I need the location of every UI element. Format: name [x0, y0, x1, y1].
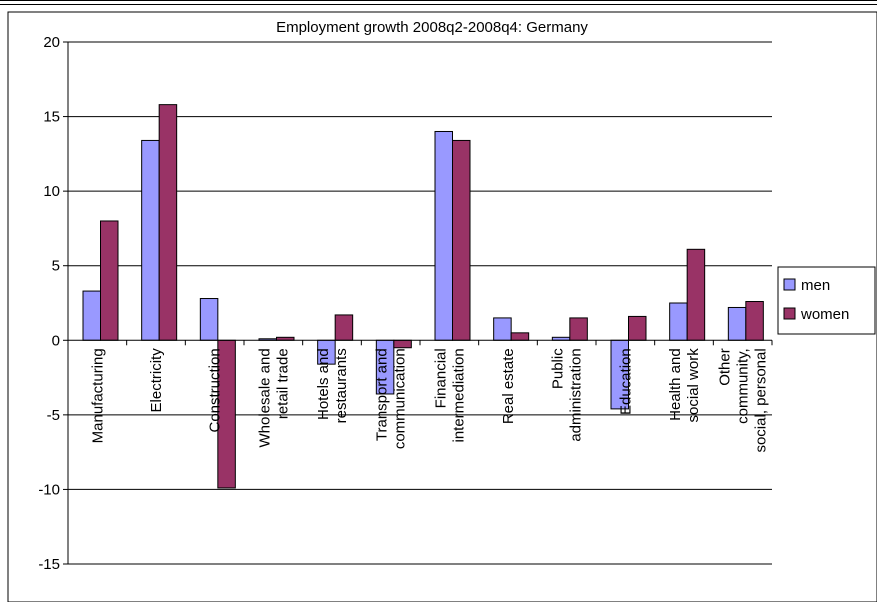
- y-tick-label: 15: [43, 109, 60, 126]
- legend: men women: [777, 266, 876, 335]
- x-tick-label: social work: [685, 348, 702, 423]
- bars: [82, 104, 764, 489]
- y-tick-labels: 20 15 10 5 0 -5 -10 -15: [38, 34, 60, 573]
- x-tick-label: Real estate: [500, 348, 517, 424]
- axes: [63, 41, 773, 565]
- bar-women: [745, 301, 764, 341]
- bar-men: [669, 302, 688, 341]
- y-tick-label: -5: [47, 407, 60, 424]
- legend-swatch-men: [783, 278, 796, 291]
- bar-women: [158, 104, 178, 341]
- bar-women: [334, 314, 354, 341]
- top-border-line: [0, 0, 877, 5]
- y-tick-label: 20: [43, 34, 60, 51]
- x-tick-label: Hotels and: [315, 348, 332, 420]
- legend-box: [777, 266, 876, 335]
- bar-men: [199, 298, 219, 341]
- bar-women: [686, 248, 706, 341]
- x-tick-label: Other: [717, 348, 734, 386]
- x-tick-label: Financial: [432, 348, 449, 408]
- x-tick-label: Transport and: [374, 348, 391, 441]
- gridlines: [68, 41, 772, 565]
- bar-women: [452, 139, 471, 341]
- x-tick-label: Health and: [667, 348, 684, 421]
- bar-men: [493, 317, 512, 341]
- x-tick-label: restaurants: [333, 348, 350, 423]
- x-tick-label: Public: [550, 348, 567, 389]
- legend-swatch-women: [783, 307, 796, 320]
- legend-label-men: men: [801, 277, 830, 294]
- x-tick-label: communication: [392, 348, 409, 449]
- chart-title: Employment growth 2008q2-2008q4: Germany: [276, 19, 588, 36]
- y-tick-label: -15: [38, 556, 60, 573]
- bar-men: [141, 139, 160, 341]
- x-tick-label: retail trade: [274, 348, 291, 419]
- x-tick-label: intermediation: [450, 348, 467, 442]
- y-tick-label: 0: [52, 332, 60, 349]
- x-tick-labels: Manufacturing Electricity Construction Whol…: [89, 348, 769, 453]
- x-tick-label: Construction: [207, 348, 224, 432]
- bar-men: [434, 130, 453, 341]
- bar-women: [628, 315, 647, 341]
- x-tick-label: social, personal: [753, 348, 770, 452]
- y-tick-label: -10: [38, 481, 60, 498]
- bar-men: [727, 306, 747, 341]
- x-tick-label: Manufacturing: [89, 348, 106, 443]
- legend-label-women: women: [800, 306, 849, 323]
- x-tick-label: administration: [568, 348, 585, 441]
- bar-women: [569, 317, 588, 341]
- bar-women: [510, 332, 530, 341]
- x-tick-label: Electricity: [148, 348, 165, 413]
- y-tick-label: 10: [43, 183, 60, 200]
- bar-women: [393, 339, 412, 349]
- bar-women: [100, 220, 119, 341]
- y-tick-label: 5: [52, 258, 60, 275]
- x-tick-label: community,: [735, 348, 752, 424]
- bar-men: [82, 290, 101, 341]
- x-tick-label: Wholesale and: [256, 348, 273, 447]
- x-tick-label: Education: [617, 348, 634, 415]
